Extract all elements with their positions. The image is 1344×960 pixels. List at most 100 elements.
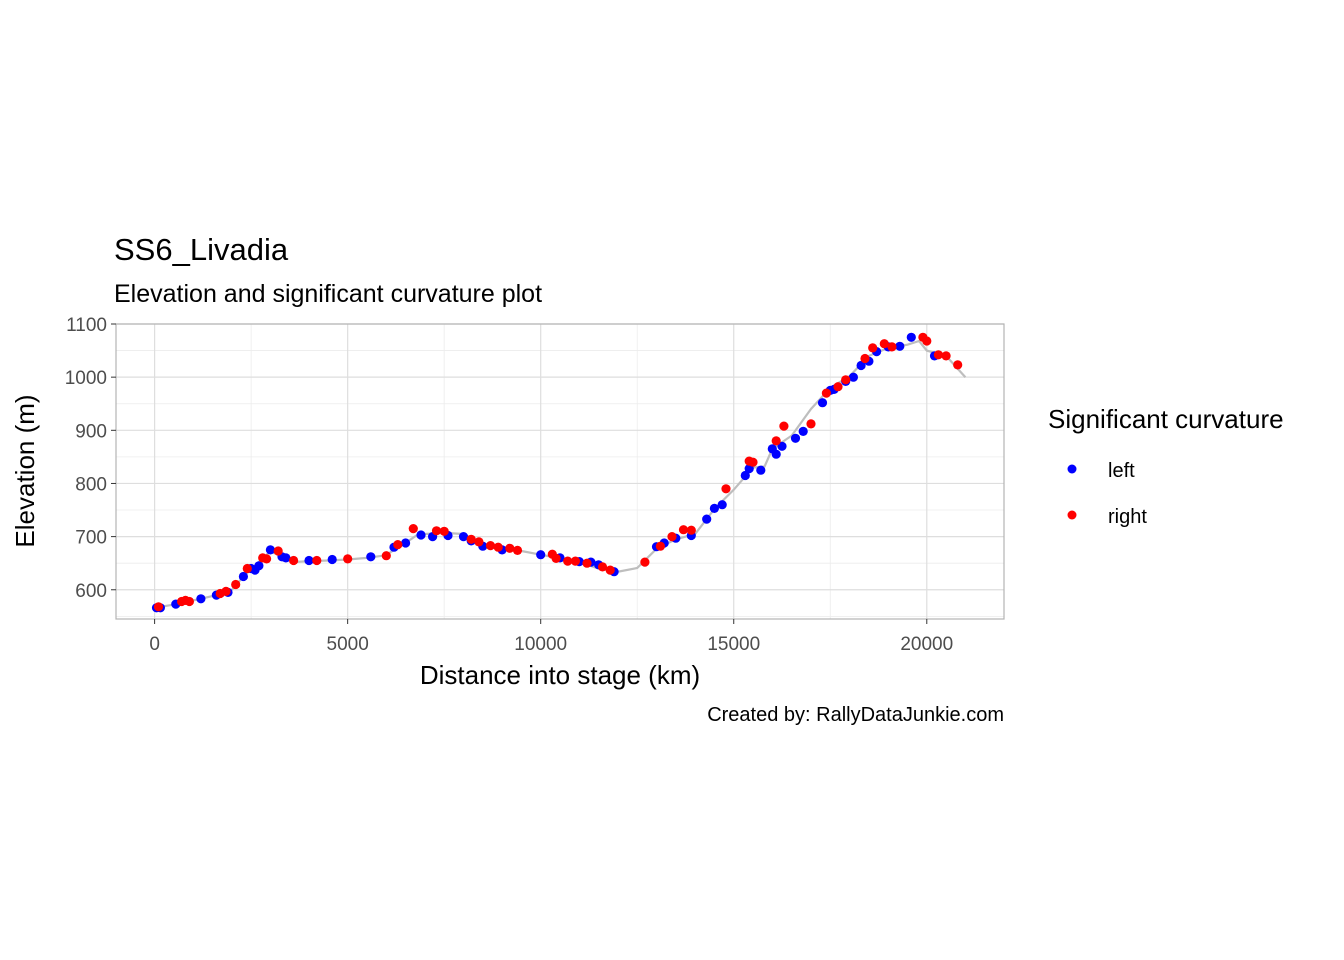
point-left (281, 553, 291, 563)
point-left (777, 441, 787, 451)
point-left (717, 500, 727, 510)
point-right (655, 541, 666, 551)
point-left (458, 532, 469, 542)
legend-label-right: right (1108, 506, 1147, 528)
y-tick-label: 900 (75, 421, 107, 442)
point-left (856, 360, 866, 371)
y-tick-label: 700 (75, 528, 107, 549)
point-right (221, 586, 231, 597)
point-right (474, 537, 484, 547)
panel-border (115, 323, 1005, 620)
point-right (953, 360, 963, 370)
point-right (242, 563, 252, 574)
x-tick-label: 20000 (900, 634, 953, 655)
point-right (551, 553, 561, 564)
point-left (790, 433, 801, 443)
point-left (238, 571, 248, 582)
point-left (798, 426, 808, 436)
point-left (401, 538, 411, 548)
point-right (563, 556, 573, 566)
point-right (431, 526, 442, 536)
point-left (304, 555, 314, 566)
point-right (605, 565, 615, 575)
point-left (756, 465, 766, 475)
point-right (678, 525, 689, 535)
point-right (887, 342, 897, 352)
point-right (262, 554, 272, 564)
point-right (439, 526, 449, 536)
point-left (771, 449, 781, 459)
point-right (408, 524, 418, 534)
point-left (709, 503, 720, 513)
y-tick-label: 1000 (65, 368, 107, 389)
point-right (922, 336, 932, 346)
point-right (512, 545, 523, 556)
x-tick-label: 0 (149, 634, 160, 655)
point-right (771, 436, 781, 446)
legend: Significant curvature left right (1048, 404, 1284, 528)
x-axis-ticks: 0 5000 10000 15000 20000 (149, 619, 953, 655)
point-right (231, 579, 241, 590)
point-right (640, 557, 650, 567)
point-right (821, 388, 832, 398)
point-right (393, 540, 403, 550)
point-right (289, 555, 299, 566)
point-left (416, 530, 426, 540)
legend-key-right (1067, 510, 1077, 520)
point-right (485, 541, 496, 551)
point-right (153, 602, 164, 612)
grid-major-lines (116, 323, 1004, 619)
point-left (702, 514, 712, 524)
y-axis-ticks: 600 700 800 900 1000 1100 (65, 315, 116, 602)
x-axis-label: Distance into stage (km) (420, 660, 700, 690)
point-left (740, 470, 750, 481)
point-right (312, 555, 322, 566)
chart-title: SS6_Livadia (114, 232, 289, 267)
grid-minor-lines (116, 324, 1004, 619)
point-left (196, 594, 206, 604)
point-left (817, 398, 828, 408)
point-right (860, 353, 870, 364)
y-tick-label: 600 (75, 581, 107, 602)
point-right (686, 525, 696, 535)
point-left (848, 372, 859, 382)
point-left (366, 552, 376, 562)
curvature-points (151, 332, 963, 613)
point-right (833, 382, 843, 392)
point-right (343, 554, 353, 564)
chart-subtitle: Elevation and significant curvature plot (114, 280, 542, 308)
point-right (582, 558, 592, 568)
point-right (721, 484, 731, 494)
point-right (841, 375, 851, 385)
legend-title: Significant curvature (1048, 404, 1284, 434)
x-tick-label: 15000 (707, 634, 760, 655)
point-right (933, 350, 944, 360)
x-tick-label: 10000 (514, 634, 567, 655)
point-left (254, 561, 264, 571)
point-right (597, 562, 608, 572)
point-right (505, 543, 515, 553)
x-tick-label: 5000 (327, 634, 369, 655)
point-right (806, 419, 816, 429)
point-left (895, 341, 905, 351)
point-left (327, 554, 337, 565)
point-right (667, 532, 677, 542)
point-right (493, 542, 503, 552)
point-right (748, 457, 758, 467)
point-right (570, 556, 581, 566)
point-right (184, 596, 194, 607)
point-right (381, 551, 391, 561)
legend-label-left: left (1108, 460, 1135, 482)
point-left (265, 545, 275, 555)
y-axis-label: Elevation (m) (10, 394, 40, 547)
plot-panel (115, 323, 1005, 620)
point-right (273, 546, 283, 556)
chart-caption: Created by: RallyDataJunkie.com (707, 704, 1004, 726)
y-tick-label: 800 (75, 474, 107, 495)
point-left (536, 550, 546, 560)
point-right (466, 534, 476, 544)
point-right (879, 339, 889, 349)
point-right (941, 351, 951, 361)
point-right (779, 421, 789, 431)
